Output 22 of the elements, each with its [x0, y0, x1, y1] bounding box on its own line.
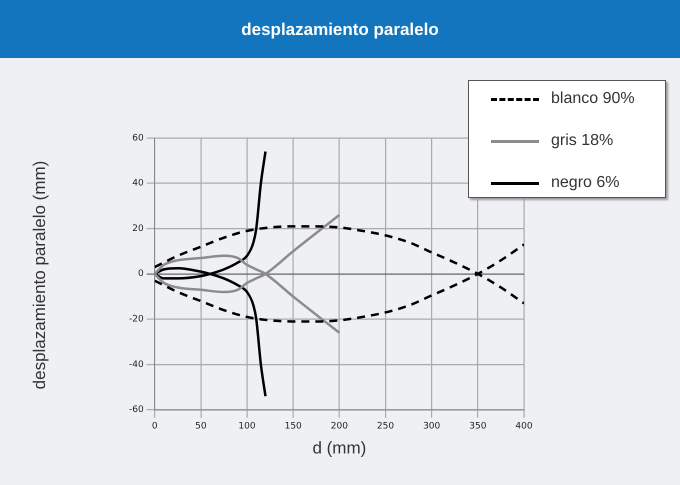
- x-axis-title: d (mm): [312, 438, 366, 458]
- x-tick-label: 250: [376, 422, 394, 432]
- x-tick-label: 200: [330, 422, 348, 432]
- y-axis-title: desplazamiento paralelo (mm): [30, 160, 50, 390]
- x-tick-label: 300: [423, 422, 441, 432]
- x-tick-label: 350: [469, 422, 487, 432]
- x-tick-label: 400: [515, 422, 533, 432]
- y-tick-label: 40: [132, 178, 144, 189]
- y-tick-label: -40: [128, 360, 144, 370]
- y-tick-label: 20: [132, 224, 144, 234]
- legend-label: negro 6%: [551, 174, 620, 192]
- legend-label: blanco 90%: [551, 90, 635, 108]
- x-tick-label: 150: [284, 422, 302, 432]
- chart-title: desplazamiento paralelo: [0, 0, 680, 58]
- y-tick-label: 60: [132, 133, 144, 144]
- legend-label: gris 18%: [551, 132, 614, 150]
- x-tick-label: 100: [238, 422, 256, 432]
- x-tick-label: 50: [195, 422, 207, 432]
- y-tick-label: 0: [138, 269, 144, 280]
- y-tick-label: -20: [128, 314, 144, 325]
- y-tick-label: -60: [128, 405, 144, 416]
- x-tick-label: 0: [152, 422, 158, 432]
